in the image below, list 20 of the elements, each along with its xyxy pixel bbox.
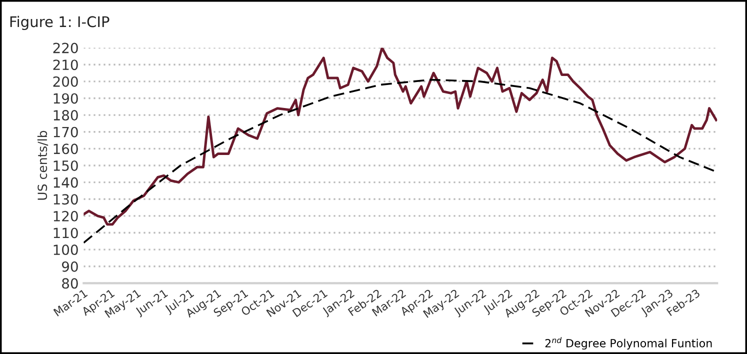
y-tick-label: 100 xyxy=(54,244,78,256)
legend-label: 2$^{nd}$ Degree Polynomal Funtion xyxy=(545,337,712,350)
y-tick-label: 130 xyxy=(54,194,78,205)
chart-title: Figure 1: I-CIP xyxy=(10,16,110,30)
line-series xyxy=(84,78,716,244)
y-tick-label: 200 xyxy=(53,76,78,87)
y-tick-label: 120 xyxy=(54,210,78,222)
y-tick-label: 220 xyxy=(53,42,78,54)
y-tick-label: 110 xyxy=(54,228,78,238)
y-axis-title: US cents/lb xyxy=(37,130,48,200)
line-series xyxy=(84,48,718,226)
y-tick-label: 180 xyxy=(54,110,78,121)
y-tick-label: 150 xyxy=(54,160,78,171)
y-tick-label: 190 xyxy=(54,93,78,104)
y-tick-label: 210 xyxy=(53,60,78,70)
y-tick-label: 170 xyxy=(54,126,78,138)
y-tick-label: 90 xyxy=(62,261,78,272)
y-tick-label: 160 xyxy=(54,144,78,154)
y-tick-label: 140 xyxy=(54,177,78,188)
y-tick-label: 80 xyxy=(62,278,78,289)
